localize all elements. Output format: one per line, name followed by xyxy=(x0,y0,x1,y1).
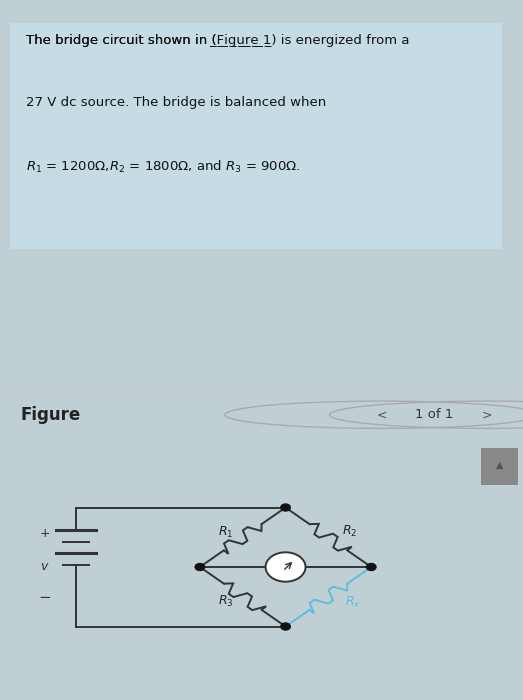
Circle shape xyxy=(367,564,376,570)
Bar xyxy=(481,448,518,484)
Text: +: + xyxy=(40,527,51,540)
Text: −: − xyxy=(39,590,52,606)
Text: The bridge circuit shown in (̲F̲i̲g̲u̲r̲e̲ ̲1̲) is energized from a: The bridge circuit shown in (̲F̲i̲g̲u̲r̲… xyxy=(26,34,410,47)
Circle shape xyxy=(266,552,305,582)
Text: <: < xyxy=(377,408,387,421)
Text: $R_2$: $R_2$ xyxy=(342,524,357,539)
Text: ▲: ▲ xyxy=(496,460,503,470)
Text: The bridge circuit shown in (: The bridge circuit shown in ( xyxy=(26,34,217,47)
Text: $R_1$ = 1200$\Omega$,$R_2$ = 1800$\Omega$, and $R_3$ = 900$\Omega$.: $R_1$ = 1200$\Omega$,$R_2$ = 1800$\Omega… xyxy=(26,159,301,175)
Text: $R_3$: $R_3$ xyxy=(218,594,234,609)
Circle shape xyxy=(281,623,290,630)
Text: $v$: $v$ xyxy=(40,561,50,573)
Text: $R_x$: $R_x$ xyxy=(345,595,361,610)
Text: $R_1$: $R_1$ xyxy=(219,525,234,540)
Text: 1 of 1: 1 of 1 xyxy=(415,408,453,421)
Circle shape xyxy=(281,504,290,511)
Bar xyxy=(10,22,502,249)
Text: Figure: Figure xyxy=(21,406,81,424)
Circle shape xyxy=(195,564,204,570)
Text: >: > xyxy=(481,408,492,421)
Text: 27 V dc source. The bridge is balanced when: 27 V dc source. The bridge is balanced w… xyxy=(26,97,326,109)
